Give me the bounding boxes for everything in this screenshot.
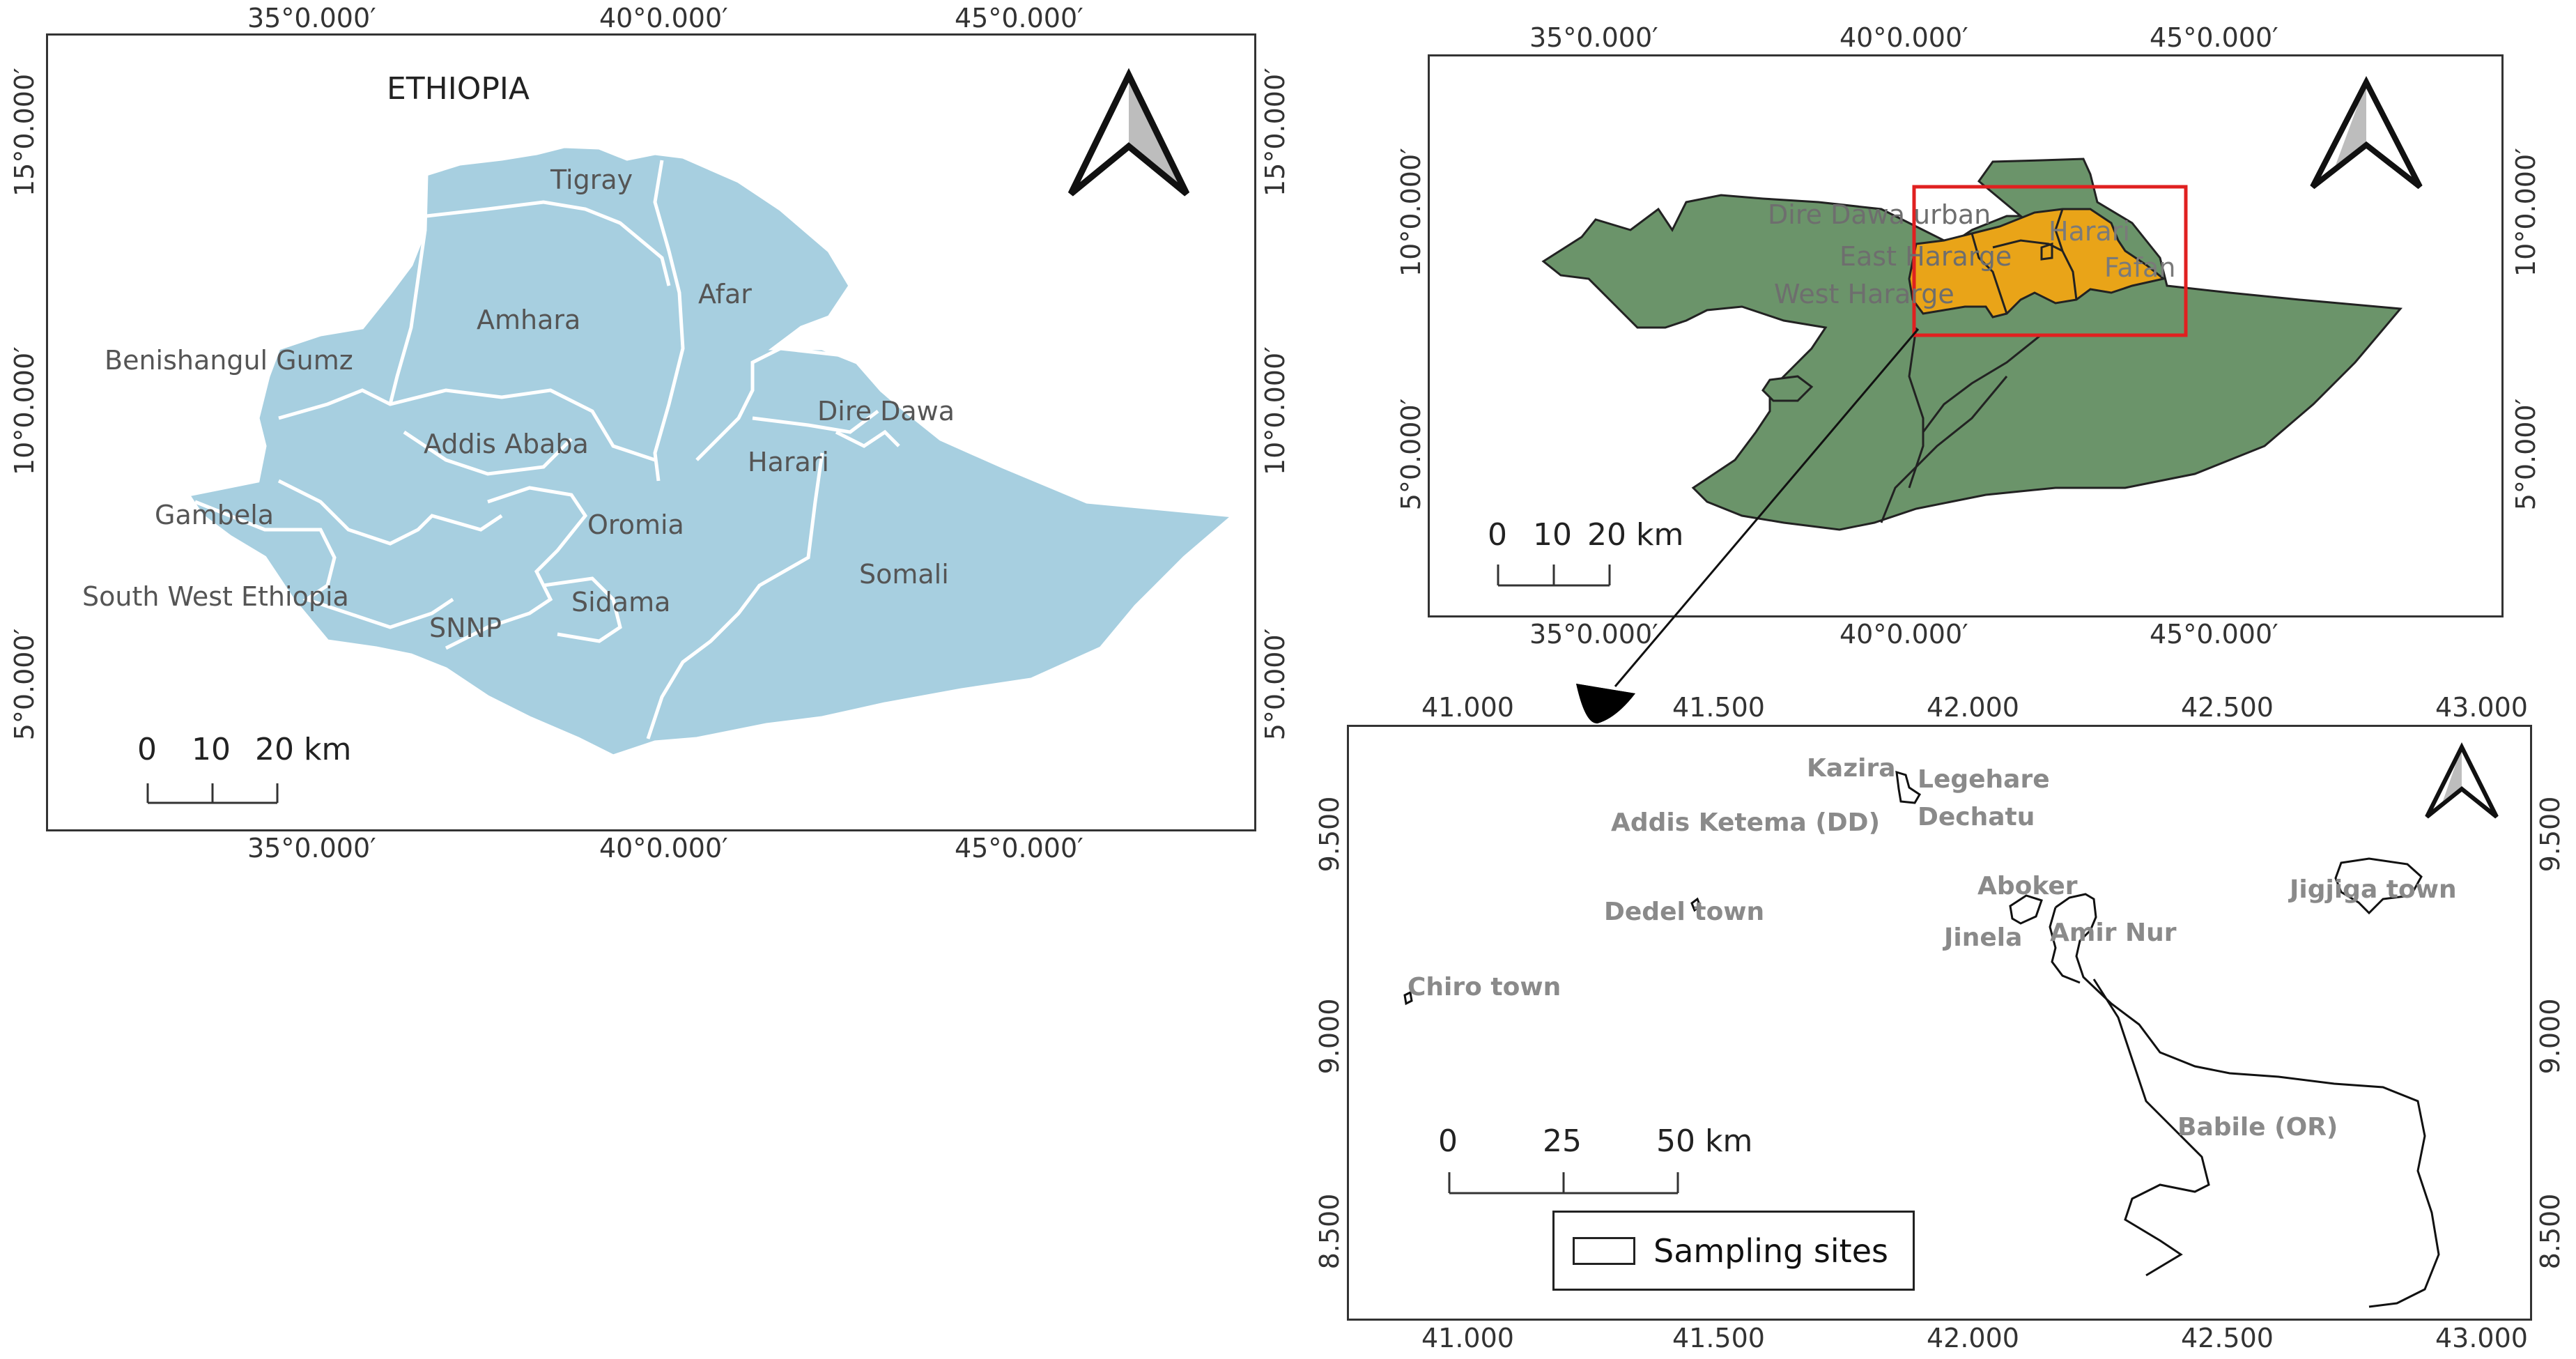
highlighted-zone-borders bbox=[1970, 208, 2078, 314]
map1-scalebar-label: 20 km bbox=[255, 732, 352, 767]
map1-bottom-tick: 35°0.000′ bbox=[247, 833, 376, 863]
leader-arrow bbox=[1576, 328, 1920, 724]
north-arrow-icon bbox=[2425, 742, 2499, 819]
map3-scalebar-label: 0 bbox=[1438, 1123, 1458, 1159]
map3-top-tick: 41.000 bbox=[1421, 692, 1514, 723]
map3-right-tick: 9.500 bbox=[2535, 796, 2566, 873]
site-label: Chiro town bbox=[1407, 973, 1561, 1001]
site-outlines bbox=[1403, 770, 2440, 1308]
zones-island bbox=[1761, 375, 1814, 402]
zone-label: Fafan bbox=[2104, 252, 2176, 283]
map2-scalebar-label: 10 bbox=[1533, 517, 1572, 553]
map1-bottom-tick: 45°0.000′ bbox=[955, 833, 1083, 863]
legend-swatch bbox=[1573, 1236, 1635, 1265]
map-legend: Sampling sites bbox=[1552, 1211, 1915, 1291]
zone-label: East Hararge bbox=[1840, 241, 2012, 272]
map1-top-tick: 45°0.000′ bbox=[955, 3, 1083, 33]
zone-label: Harari bbox=[2049, 216, 2130, 247]
region-label: Tigray bbox=[550, 164, 633, 195]
zone-borders bbox=[1880, 327, 2042, 523]
region-label: Benishangul Gumz bbox=[105, 345, 353, 376]
north-arrow-icon bbox=[1067, 68, 1190, 197]
region-label: Amhara bbox=[477, 305, 581, 335]
zones-landmass bbox=[1541, 158, 2403, 531]
site-label: Amir Nur bbox=[2050, 919, 2177, 947]
map3-bottom-tick: 42.000 bbox=[1927, 1323, 2019, 1353]
study-area-box bbox=[1912, 185, 2188, 337]
map3-bottom-tick: 42.500 bbox=[2181, 1323, 2274, 1353]
map2-scalebar-label: 20 km bbox=[1587, 517, 1684, 553]
region-label: Oromia bbox=[587, 509, 684, 540]
site-label: Kazira bbox=[1807, 754, 1896, 783]
map2-bottom-tick: 35°0.000′ bbox=[1529, 619, 1658, 650]
map3-top-tick: 41.500 bbox=[1672, 692, 1765, 723]
region-label: Sidama bbox=[571, 587, 671, 617]
map3-left-tick: 8.500 bbox=[1314, 1193, 1345, 1270]
map1-top-tick: 40°0.000′ bbox=[599, 3, 728, 33]
site-label: Addis Ketema (DD) bbox=[1611, 808, 1881, 837]
map2-bottom-tick: 45°0.000′ bbox=[2150, 619, 2278, 650]
sampling-scalebar bbox=[1448, 1172, 1679, 1195]
map2-top-tick: 45°0.000′ bbox=[2150, 22, 2278, 53]
site-label: Dechatu bbox=[1918, 803, 2035, 831]
map3-right-tick: 8.500 bbox=[2535, 1193, 2566, 1270]
map2-top-tick: 35°0.000′ bbox=[1529, 22, 1658, 53]
ethiopia-scalebar bbox=[146, 783, 279, 804]
site-label: Aboker bbox=[1977, 872, 2078, 900]
map1-scalebar-label: 0 bbox=[137, 732, 157, 767]
map3-top-tick: 43.000 bbox=[2435, 692, 2528, 723]
region-label: SNNP bbox=[429, 613, 502, 643]
zones-scalebar bbox=[1497, 565, 1611, 587]
region-label: South West Ethiopia bbox=[82, 581, 349, 612]
map3-scalebar-label: 25 bbox=[1543, 1123, 1582, 1159]
map3-top-tick: 42.500 bbox=[2181, 692, 2274, 723]
site-label: Dedel town bbox=[1604, 898, 1765, 926]
map3-bottom-tick: 41.500 bbox=[1672, 1323, 1765, 1353]
zone-label: West Hararge bbox=[1774, 279, 1954, 309]
sampling-map-panel bbox=[1347, 725, 2532, 1321]
region-label: Addis Ababa bbox=[424, 429, 589, 459]
map3-scalebar-label: 50 km bbox=[1656, 1123, 1753, 1159]
legend-label: Sampling sites bbox=[1653, 1231, 1888, 1270]
north-arrow-icon bbox=[2310, 76, 2423, 190]
map3-left-tick: 9.500 bbox=[1314, 796, 1345, 873]
map1-top-tick: 35°0.000′ bbox=[247, 3, 376, 33]
region-label: Somali bbox=[859, 559, 949, 590]
map1-bottom-tick: 40°0.000′ bbox=[599, 833, 728, 863]
site-label: Legehare bbox=[1918, 765, 2050, 794]
map3-bottom-tick: 41.000 bbox=[1421, 1323, 1514, 1353]
zone-label: Dire Dawa urban bbox=[1768, 199, 1991, 230]
site-label: Babile (OR) bbox=[2177, 1113, 2338, 1142]
map2-bottom-tick: 40°0.000′ bbox=[1840, 619, 1968, 650]
ethiopia-region-borders bbox=[194, 160, 900, 739]
map3-bottom-tick: 43.000 bbox=[2435, 1323, 2528, 1353]
region-label: Dire Dawa bbox=[817, 396, 955, 427]
map3-left-tick: 9.000 bbox=[1314, 998, 1345, 1075]
region-label: Harari bbox=[748, 447, 829, 477]
region-label: Gambela bbox=[155, 500, 275, 530]
site-label: Jinela bbox=[1944, 923, 2023, 952]
map2-top-tick: 40°0.000′ bbox=[1840, 22, 1968, 53]
site-label: Jigjiga town bbox=[2290, 875, 2457, 904]
map1-scalebar-label: 10 bbox=[192, 732, 231, 767]
map2-scalebar-label: 0 bbox=[1488, 517, 1507, 553]
map3-right-tick: 9.000 bbox=[2535, 998, 2566, 1075]
map3-top-tick: 42.000 bbox=[1927, 692, 2019, 723]
ethiopia-map-title: ETHIOPIA bbox=[387, 71, 530, 107]
region-label: Afar bbox=[698, 279, 752, 309]
